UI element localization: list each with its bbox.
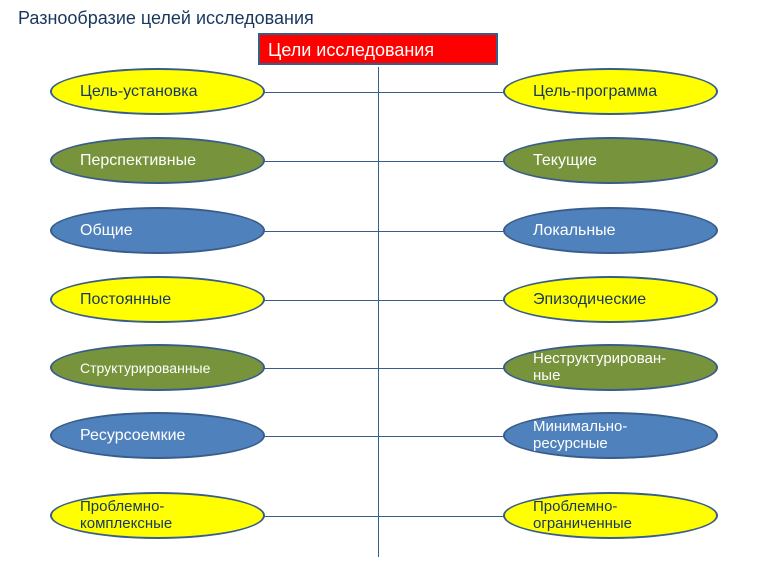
goal-label: Неструктурирован-ные [533,351,666,384]
goal-label: Минимально-ресурсные [533,419,627,452]
header-box: Цели исследования [258,33,498,65]
goal-ellipse: Неструктурирован-ные [503,344,718,391]
goal-label: Ресурсоемкие [80,427,185,445]
pair-row: Перспективные Текущие [50,137,718,184]
goal-ellipse: Эпизодические [503,276,718,323]
goal-label: Проблемно-ограниченные [533,499,632,532]
pair-row: Проблемно-комплексные Проблемно-ограничен… [50,492,718,539]
pair-row: Постоянные Эпизодические [50,276,718,323]
goal-ellipse: Цель-программа [503,68,718,115]
pair-row: Структурированные Неструктурирован-ные [50,344,718,391]
goal-label: Текущие [533,152,597,170]
goal-label: Постоянные [80,291,171,309]
goal-ellipse: Проблемно-ограниченные [503,492,718,539]
goal-label: Локальные [533,222,616,240]
goal-ellipse: Цель-установка [50,68,265,115]
goal-ellipse: Ресурсоемкие [50,412,265,459]
goal-label: Структурированные [80,360,210,376]
goal-ellipse: Структурированные [50,344,265,391]
goal-label: Общие [80,222,133,240]
goal-ellipse: Текущие [503,137,718,184]
pair-row: Ресурсоемкие Минимально-ресурсные [50,412,718,459]
diagram-title: Разнообразие целей исследования [18,8,314,29]
goal-label: Цель-установка [80,83,198,101]
goal-ellipse: Локальные [503,207,718,254]
goal-ellipse: Проблемно-комплексные [50,492,265,539]
goal-label: Цель-программа [533,83,657,101]
goal-ellipse: Постоянные [50,276,265,323]
pair-row: Общие Локальные [50,207,718,254]
goal-label: Перспективные [80,152,196,170]
pair-row: Цель-установка Цель-программа [50,68,718,115]
goal-ellipse: Общие [50,207,265,254]
goal-ellipse: Минимально-ресурсные [503,412,718,459]
goal-label: Проблемно-комплексные [80,499,172,532]
goal-ellipse: Перспективные [50,137,265,184]
goal-label: Эпизодические [533,291,646,309]
